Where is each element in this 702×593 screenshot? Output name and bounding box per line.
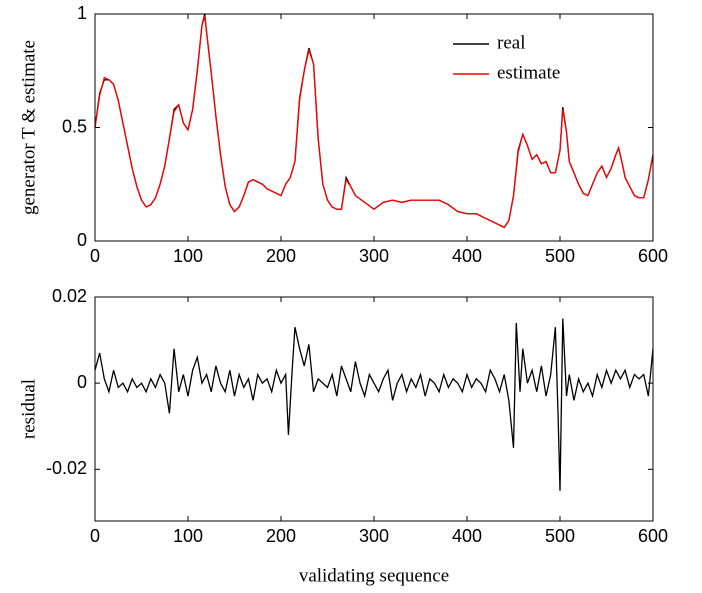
plot-area (95, 14, 653, 241)
y-tick-label: 0 (77, 372, 87, 392)
legend-label: real (497, 32, 525, 53)
x-tick-label: 300 (359, 526, 389, 546)
x-tick-label: 100 (173, 526, 203, 546)
x-tick-label: 400 (452, 526, 482, 546)
y-tick-label: 0.5 (62, 116, 87, 136)
x-tick-label: 200 (266, 526, 296, 546)
x-tick-label: 500 (545, 526, 575, 546)
y-axis-label: generator T & estimate (18, 40, 39, 215)
x-tick-label: 0 (90, 246, 100, 266)
x-tick-label: 0 (90, 526, 100, 546)
x-tick-label: 400 (452, 246, 482, 266)
x-tick-label: 200 (266, 246, 296, 266)
series-line (94, 318, 654, 491)
x-tick-label: 300 (359, 246, 389, 266)
x-axis-label: validating sequence (299, 565, 449, 586)
x-tick-label: 600 (638, 246, 668, 266)
x-tick-label: 600 (638, 526, 668, 546)
y-axis-label: residual (18, 379, 39, 439)
legend-label: estimate (497, 62, 560, 83)
y-tick-label: 0.02 (52, 286, 87, 306)
axes-box (94, 296, 654, 522)
y-tick-label: 1 (77, 3, 87, 23)
x-tick-label: 500 (545, 246, 575, 266)
x-tick-label: 100 (173, 246, 203, 266)
axes-box (94, 13, 654, 242)
y-tick-label: 0 (77, 230, 87, 250)
y-tick-label: -0.02 (46, 458, 87, 478)
plot-area (95, 297, 653, 521)
series-line (94, 16, 654, 229)
